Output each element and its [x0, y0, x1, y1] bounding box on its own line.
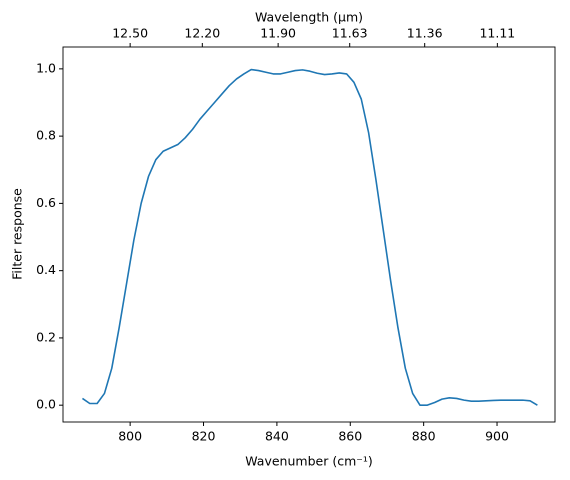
x-axis-label: Wavenumber (cm⁻¹) — [245, 454, 372, 469]
y-axis-label: Filter response — [10, 188, 25, 280]
x2-tick-label: 12.20 — [184, 26, 220, 41]
x2-tick-label: 11.90 — [260, 26, 296, 41]
y-tick-label: 0.2 — [36, 329, 56, 344]
y-tick-label: 0.6 — [36, 195, 56, 210]
x2-axis-label: Wavelength (μm) — [255, 10, 363, 25]
line — [81, 68, 538, 406]
x2-tick-label: 12.50 — [112, 26, 148, 41]
y-tick-label: 0.8 — [36, 128, 56, 143]
y-tick-label: 1.0 — [36, 60, 56, 75]
x-tick-label: 800 — [118, 429, 142, 444]
plot-frame — [62, 46, 556, 423]
x2-tick-label: 11.11 — [479, 26, 515, 41]
x2-tick-label: 11.63 — [332, 26, 368, 41]
x-tick-label: 820 — [192, 429, 216, 444]
y-tick-label: 0.0 — [36, 397, 56, 412]
x-tick-label: 880 — [412, 429, 436, 444]
x-tick-label: 840 — [265, 429, 289, 444]
x-tick-label: 860 — [338, 429, 362, 444]
x-tick-label: 900 — [485, 429, 509, 444]
x2-tick-label: 11.36 — [407, 26, 443, 41]
y-tick-label: 0.4 — [36, 262, 56, 277]
